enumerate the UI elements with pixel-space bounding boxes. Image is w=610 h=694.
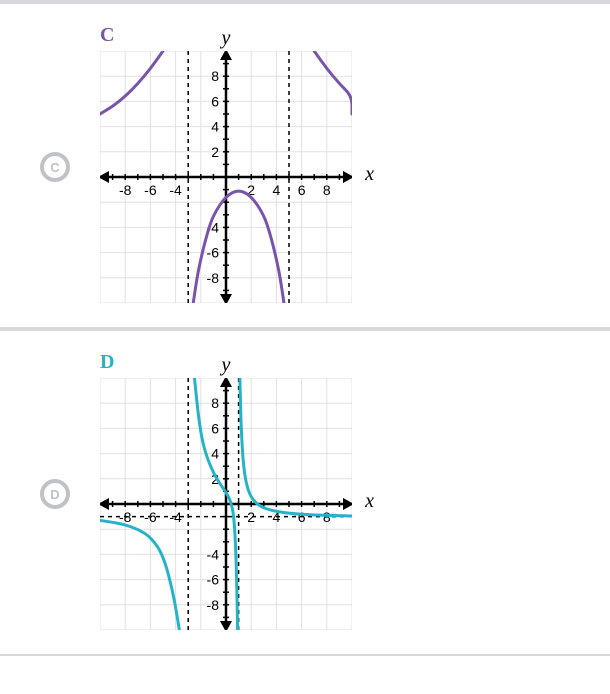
svg-text:8: 8	[211, 68, 219, 84]
x-axis-label: x	[365, 490, 374, 513]
chart-area: yx-8-6-424682468-4-6-8	[100, 378, 352, 634]
svg-text:-8: -8	[119, 182, 132, 198]
svg-text:-4: -4	[169, 509, 182, 525]
svg-text:6: 6	[298, 182, 306, 198]
svg-text:2: 2	[211, 144, 219, 160]
svg-text:-4: -4	[169, 182, 182, 198]
svg-text:6: 6	[211, 420, 219, 436]
svg-text:8: 8	[323, 509, 331, 525]
answer-option-d: DDyx-8-6-424682468-4-6-8	[0, 331, 610, 654]
chart-wrap: Cyx-8-6-424682468-4-6-8	[100, 24, 360, 307]
radio-option-c[interactable]: C	[40, 152, 70, 182]
svg-text:-4: -4	[207, 546, 220, 562]
answer-option-c: CCyx-8-6-424682468-4-6-8	[0, 4, 610, 327]
svg-text:-6: -6	[144, 182, 157, 198]
option-label: D	[100, 351, 114, 374]
svg-text:4: 4	[211, 119, 219, 135]
chart-wrap: Dyx-8-6-424682468-4-6-8	[100, 351, 360, 634]
svg-text:6: 6	[211, 93, 219, 109]
svg-text:2: 2	[247, 509, 255, 525]
chart-area: yx-8-6-424682468-4-6-8	[100, 51, 352, 307]
y-axis-label: y	[222, 354, 231, 377]
svg-text:8: 8	[211, 395, 219, 411]
svg-text:-6: -6	[207, 245, 220, 261]
svg-text:4: 4	[211, 446, 219, 462]
svg-text:-6: -6	[144, 509, 157, 525]
divider	[0, 654, 610, 656]
option-label: C	[100, 24, 114, 47]
svg-text:8: 8	[323, 182, 331, 198]
svg-text:4: 4	[273, 182, 281, 198]
radio-option-d[interactable]: D	[40, 479, 70, 509]
x-axis-label: x	[365, 163, 374, 186]
svg-text:6: 6	[298, 509, 306, 525]
y-axis-label: y	[222, 27, 231, 50]
svg-text:-8: -8	[207, 270, 220, 286]
svg-text:-8: -8	[207, 597, 220, 613]
svg-text:-6: -6	[207, 572, 220, 588]
